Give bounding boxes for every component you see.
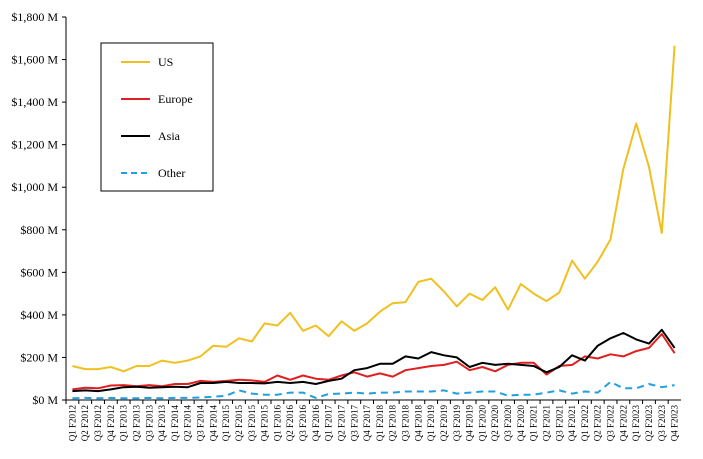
x-tick-label: Q3 F2020 — [503, 405, 513, 442]
x-tick-label: Q4 F2023 — [670, 405, 680, 442]
x-tick-label: Q2 F2013 — [131, 405, 141, 442]
x-tick-label: Q3 F2023 — [657, 405, 667, 442]
x-tick-label: Q3 F2021 — [554, 405, 564, 441]
x-tick-label: Q4 F2015 — [260, 405, 270, 442]
x-tick-label: Q2 F2023 — [644, 405, 654, 442]
x-tick-label: Q4 F2019 — [465, 405, 475, 442]
x-tick-label: Q2 F2014 — [183, 405, 193, 442]
x-tick-label: Q4 F2021 — [567, 405, 577, 441]
legend-label-us: US — [158, 55, 173, 69]
series-line-asia — [72, 328, 676, 393]
x-tick-label: Q4 F2022 — [618, 405, 628, 441]
legend: US Europe Asia Other — [100, 42, 214, 192]
x-tick-label: Q3 F2013 — [144, 405, 154, 442]
x-tick-label: Q3 F2022 — [606, 405, 616, 441]
y-tick-label: $1,200 M — [11, 138, 58, 152]
x-tick-label: Q1 F2021 — [529, 405, 539, 441]
x-tick-label: Q1 F2017 — [324, 405, 334, 442]
y-tick-label: $1,800 M — [11, 10, 58, 24]
x-tick-label: Q1 F2019 — [426, 405, 436, 442]
x-tick-label: Q4 F2012 — [106, 405, 116, 441]
x-tick-label: Q3 F2019 — [452, 405, 462, 442]
x-tick-label: Q4 F2018 — [413, 405, 423, 442]
x-tick-label: Q2 F2012 — [80, 405, 90, 441]
x-tick-label: Q2 F2022 — [593, 405, 603, 441]
x-tick-label: Q3 F2012 — [93, 405, 103, 441]
series-layer — [72, 45, 676, 400]
x-tick-label: Q4 F2020 — [516, 405, 526, 442]
x-tick-label: Q1 F2020 — [477, 405, 487, 442]
x-axis: Q1 F2012 Q2 F2012 Q3 F2012 Q4 F2012 Q1 F2013… — [65, 399, 681, 442]
x-tick-label: Q1 F2012 — [67, 405, 77, 441]
x-tick-label: Q3 F2018 — [401, 405, 411, 442]
series-line-other — [72, 380, 675, 400]
legend-label-europe: Europe — [158, 92, 193, 106]
x-tick-label: Q1 F2013 — [119, 405, 129, 442]
x-tick-label: Q4 F2017 — [362, 405, 372, 442]
y-tick-label: $0 M — [32, 393, 58, 407]
x-tick-label: Q2 F2021 — [541, 405, 551, 441]
y-axis: $0 M $200 M $400 M $600 M $800 M $1,000 M $1,2… — [11, 10, 67, 407]
y-tick-label: $800 M — [20, 223, 58, 237]
y-tick-label: $400 M — [20, 308, 58, 322]
x-tick-label: Q4 F2016 — [311, 405, 321, 442]
x-tick-label: Q3 F2017 — [349, 405, 359, 442]
legend-box — [100, 42, 214, 192]
y-tick-label: $200 M — [20, 350, 58, 364]
x-tick-label: Q1 F2015 — [221, 405, 231, 442]
x-tick-label: Q4 F2014 — [208, 405, 218, 442]
x-tick-label: Q2 F2019 — [439, 405, 449, 442]
legend-label-other: Other — [158, 166, 185, 180]
x-tick-label: Q2 F2017 — [336, 405, 346, 442]
x-tick-label: Q2 F2020 — [490, 405, 500, 442]
x-tick-label: Q3 F2015 — [247, 405, 257, 442]
x-tick-label: Q3 F2014 — [196, 405, 206, 442]
y-tick-label: $600 M — [20, 265, 58, 279]
series-line-europe — [72, 333, 676, 391]
x-tick-label: Q2 F2015 — [234, 405, 244, 442]
y-tick-label: $1,000 M — [11, 180, 58, 194]
x-tick-label: Q2 F2016 — [285, 405, 295, 442]
legend-label-asia: Asia — [158, 129, 181, 143]
y-tick-label: $1,600 M — [11, 53, 58, 67]
x-tick-label: Q2 F2018 — [388, 405, 398, 442]
series-line-us — [72, 45, 676, 373]
x-tick-label: Q1 F2016 — [272, 405, 282, 442]
x-tick-label: Q1 F2018 — [375, 405, 385, 442]
x-tick-label: Q1 F2014 — [170, 405, 180, 442]
y-tick-label: $1,400 M — [11, 95, 58, 109]
x-tick-label: Q1 F2022 — [580, 405, 590, 441]
x-tick-label: Q3 F2016 — [298, 405, 308, 442]
x-tick-label: Q1 F2023 — [631, 405, 641, 442]
x-tick-label: Q4 F2013 — [157, 405, 167, 442]
